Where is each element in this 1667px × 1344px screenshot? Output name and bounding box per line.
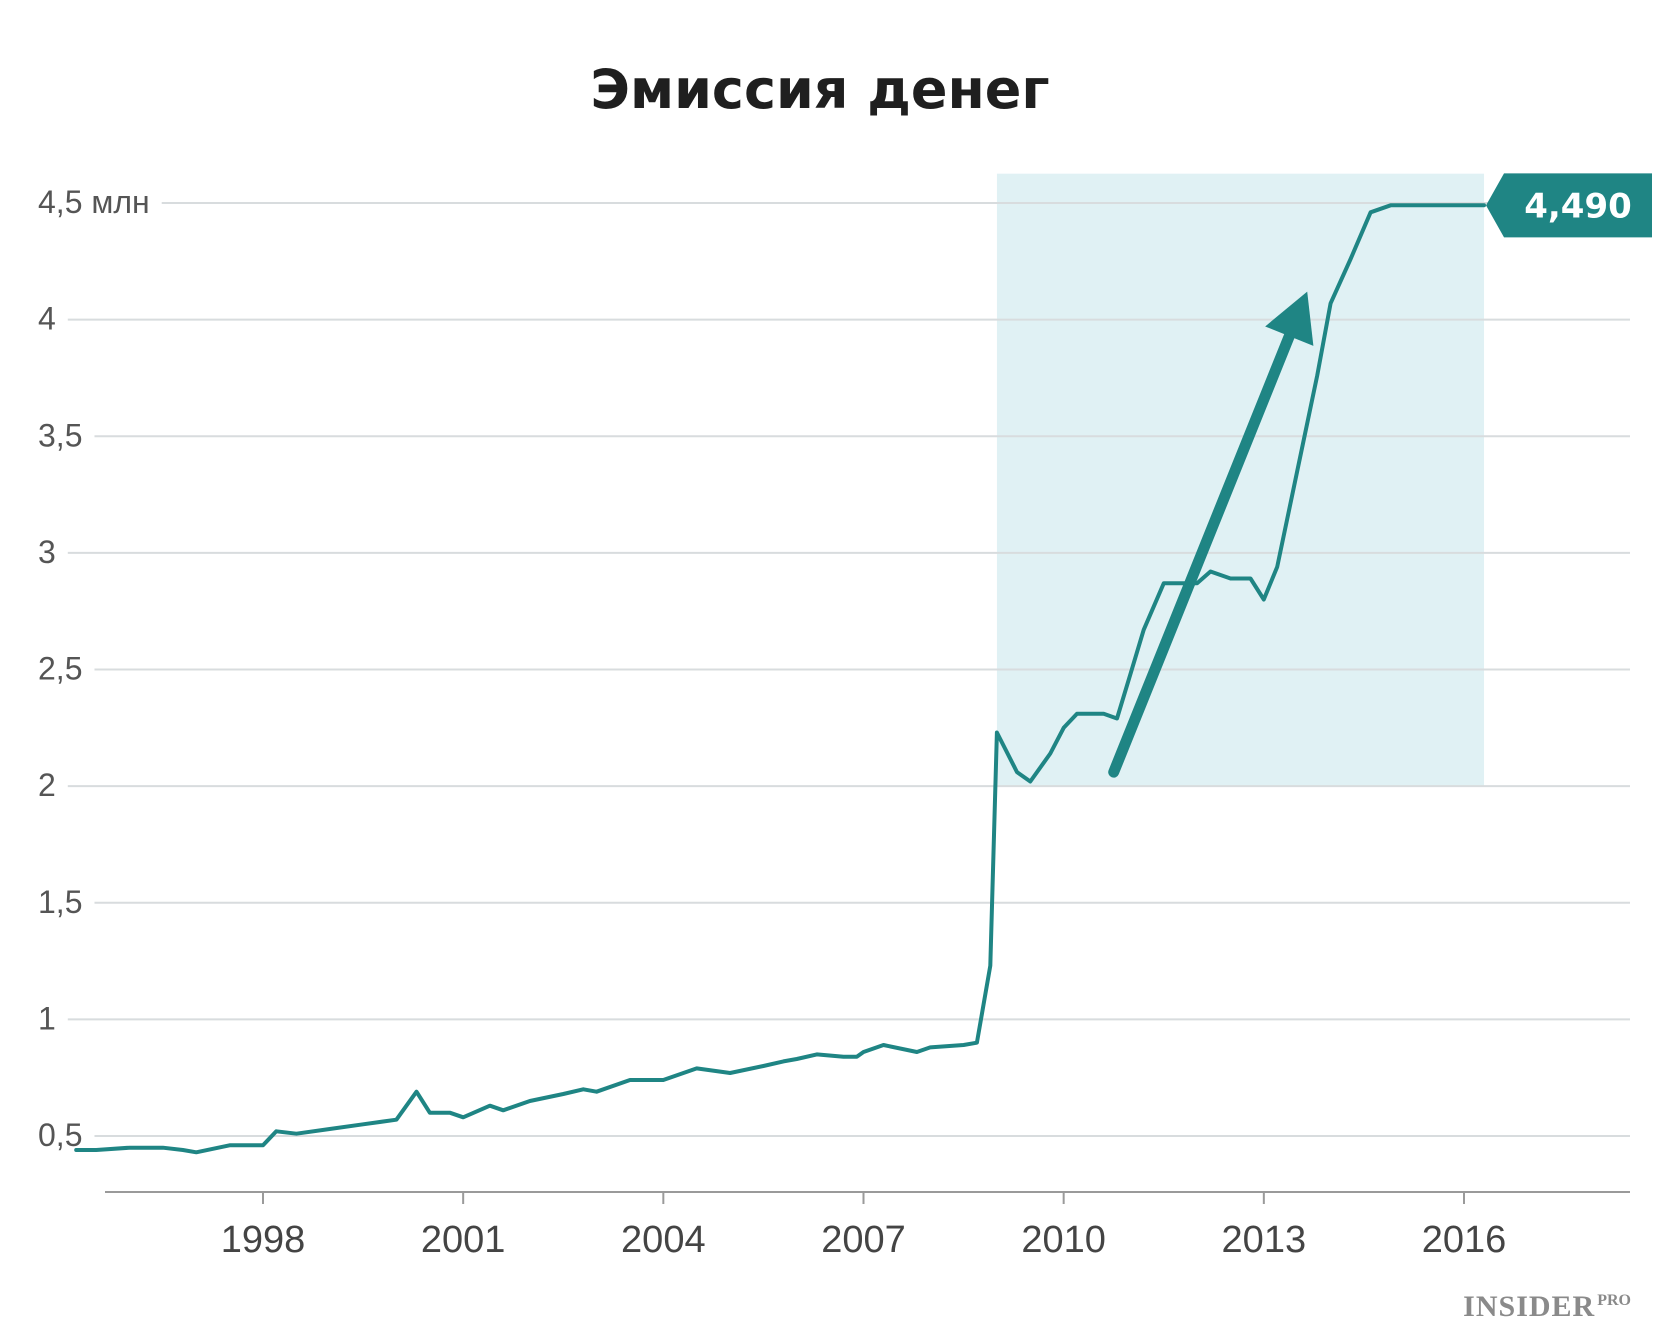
y-tick-label: 3,5 xyxy=(38,417,82,453)
x-tick-label: 2016 xyxy=(1422,1219,1507,1261)
y-tick-label: 1,5 xyxy=(38,884,82,920)
highlight-region xyxy=(996,173,1485,787)
x-tick-label: 2013 xyxy=(1222,1219,1307,1261)
end-value-callout xyxy=(1486,173,1652,238)
y-tick-label: 2,5 xyxy=(38,651,82,687)
trend-arrow-shaft xyxy=(1108,326,1297,778)
end-value-label: 4,490 xyxy=(1524,186,1632,226)
y-tick-label: 4,5 млн xyxy=(38,184,150,220)
x-tick-label: 1998 xyxy=(221,1219,306,1261)
logo-main: INSIDER xyxy=(1463,1290,1596,1323)
y-tick-label: 4 xyxy=(38,301,56,337)
series-line xyxy=(74,203,1486,1155)
brand-logo: INSIDER PRO xyxy=(1463,1290,1631,1324)
trend-arrow-head xyxy=(1265,291,1314,346)
y-tick-label: 3 xyxy=(38,534,56,570)
chart-title: Эмиссия денег xyxy=(590,58,1050,121)
y-tick-label: 2 xyxy=(38,767,56,803)
x-tick-label: 2007 xyxy=(821,1219,906,1261)
x-tick-label: 2001 xyxy=(421,1219,506,1261)
x-tick-label: 2010 xyxy=(1021,1219,1106,1261)
x-tick-label: 2004 xyxy=(621,1219,706,1261)
y-tick-label: 0,5 xyxy=(38,1117,82,1153)
logo-sup: PRO xyxy=(1597,1292,1631,1309)
y-tick-label: 1 xyxy=(38,1000,56,1036)
